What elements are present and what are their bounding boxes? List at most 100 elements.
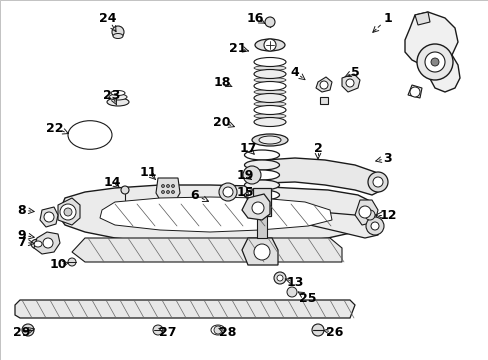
Text: 9: 9 — [18, 229, 26, 242]
Text: 19: 19 — [236, 168, 253, 181]
Circle shape — [367, 172, 387, 192]
Ellipse shape — [244, 170, 279, 180]
Circle shape — [112, 26, 124, 38]
Circle shape — [219, 183, 237, 201]
Ellipse shape — [111, 90, 125, 95]
Text: 16: 16 — [246, 12, 263, 24]
Bar — [257, 216, 266, 238]
Polygon shape — [58, 185, 374, 244]
Text: 20: 20 — [213, 116, 230, 129]
Circle shape — [243, 166, 261, 184]
Circle shape — [22, 324, 34, 336]
Text: 3: 3 — [383, 152, 391, 165]
Polygon shape — [315, 77, 331, 92]
Circle shape — [319, 81, 327, 89]
Text: 21: 21 — [229, 41, 246, 54]
Text: 26: 26 — [325, 325, 343, 338]
Circle shape — [171, 190, 174, 194]
Bar — [252, 188, 270, 216]
Text: 18: 18 — [213, 76, 230, 89]
Circle shape — [409, 87, 419, 97]
Polygon shape — [34, 232, 60, 254]
Circle shape — [43, 238, 53, 248]
Text: 24: 24 — [99, 12, 117, 24]
Circle shape — [416, 44, 452, 80]
Ellipse shape — [253, 113, 285, 118]
Text: 10: 10 — [49, 258, 67, 271]
Ellipse shape — [244, 150, 279, 160]
Text: 25: 25 — [299, 292, 316, 305]
Ellipse shape — [68, 121, 112, 149]
Ellipse shape — [253, 102, 285, 107]
Ellipse shape — [79, 128, 101, 142]
Ellipse shape — [34, 241, 42, 247]
Circle shape — [276, 275, 283, 281]
Ellipse shape — [244, 180, 279, 190]
Circle shape — [370, 222, 378, 230]
Ellipse shape — [31, 239, 45, 249]
Text: 15: 15 — [236, 185, 253, 198]
Ellipse shape — [210, 325, 224, 335]
Polygon shape — [404, 12, 459, 92]
Circle shape — [223, 187, 232, 197]
Text: 13: 13 — [286, 275, 303, 288]
Ellipse shape — [259, 136, 281, 144]
Polygon shape — [242, 194, 269, 220]
Text: 29: 29 — [13, 325, 31, 338]
Polygon shape — [247, 158, 384, 195]
Circle shape — [166, 190, 169, 194]
Polygon shape — [58, 198, 80, 225]
Circle shape — [364, 210, 374, 220]
Ellipse shape — [253, 58, 285, 67]
Ellipse shape — [113, 33, 123, 39]
Polygon shape — [72, 238, 341, 262]
Ellipse shape — [254, 39, 285, 51]
Circle shape — [251, 202, 264, 214]
Circle shape — [264, 39, 275, 51]
Ellipse shape — [253, 94, 285, 103]
Circle shape — [365, 217, 383, 235]
Ellipse shape — [84, 131, 96, 139]
Ellipse shape — [244, 190, 279, 200]
Text: 22: 22 — [46, 122, 63, 135]
Polygon shape — [100, 197, 331, 232]
Polygon shape — [15, 300, 354, 318]
Circle shape — [121, 186, 129, 194]
Text: 2: 2 — [313, 141, 322, 154]
Text: 27: 27 — [159, 325, 176, 338]
Ellipse shape — [109, 94, 127, 100]
Text: 11: 11 — [139, 166, 157, 179]
Circle shape — [60, 204, 76, 220]
Polygon shape — [341, 74, 359, 92]
Ellipse shape — [253, 81, 285, 90]
Text: 12: 12 — [379, 208, 396, 221]
Text: 17: 17 — [239, 141, 256, 154]
Polygon shape — [354, 200, 377, 225]
Circle shape — [430, 58, 438, 66]
Text: 6: 6 — [190, 189, 199, 202]
Circle shape — [68, 258, 76, 266]
Text: 5: 5 — [350, 66, 359, 78]
Circle shape — [153, 325, 163, 335]
Text: 4: 4 — [290, 66, 299, 78]
Ellipse shape — [253, 90, 285, 95]
Circle shape — [171, 185, 174, 188]
Polygon shape — [156, 178, 180, 200]
Polygon shape — [319, 97, 327, 104]
Circle shape — [264, 17, 274, 27]
Ellipse shape — [253, 117, 285, 126]
Ellipse shape — [253, 69, 285, 78]
Ellipse shape — [253, 66, 285, 71]
Ellipse shape — [244, 160, 279, 170]
Polygon shape — [247, 195, 381, 238]
Text: 28: 28 — [219, 325, 236, 338]
Circle shape — [44, 212, 54, 222]
Ellipse shape — [74, 125, 106, 145]
Circle shape — [372, 177, 382, 187]
Circle shape — [286, 287, 296, 297]
Ellipse shape — [253, 77, 285, 82]
Circle shape — [273, 272, 285, 284]
Circle shape — [166, 185, 169, 188]
Circle shape — [161, 185, 164, 188]
Text: 23: 23 — [103, 89, 121, 102]
